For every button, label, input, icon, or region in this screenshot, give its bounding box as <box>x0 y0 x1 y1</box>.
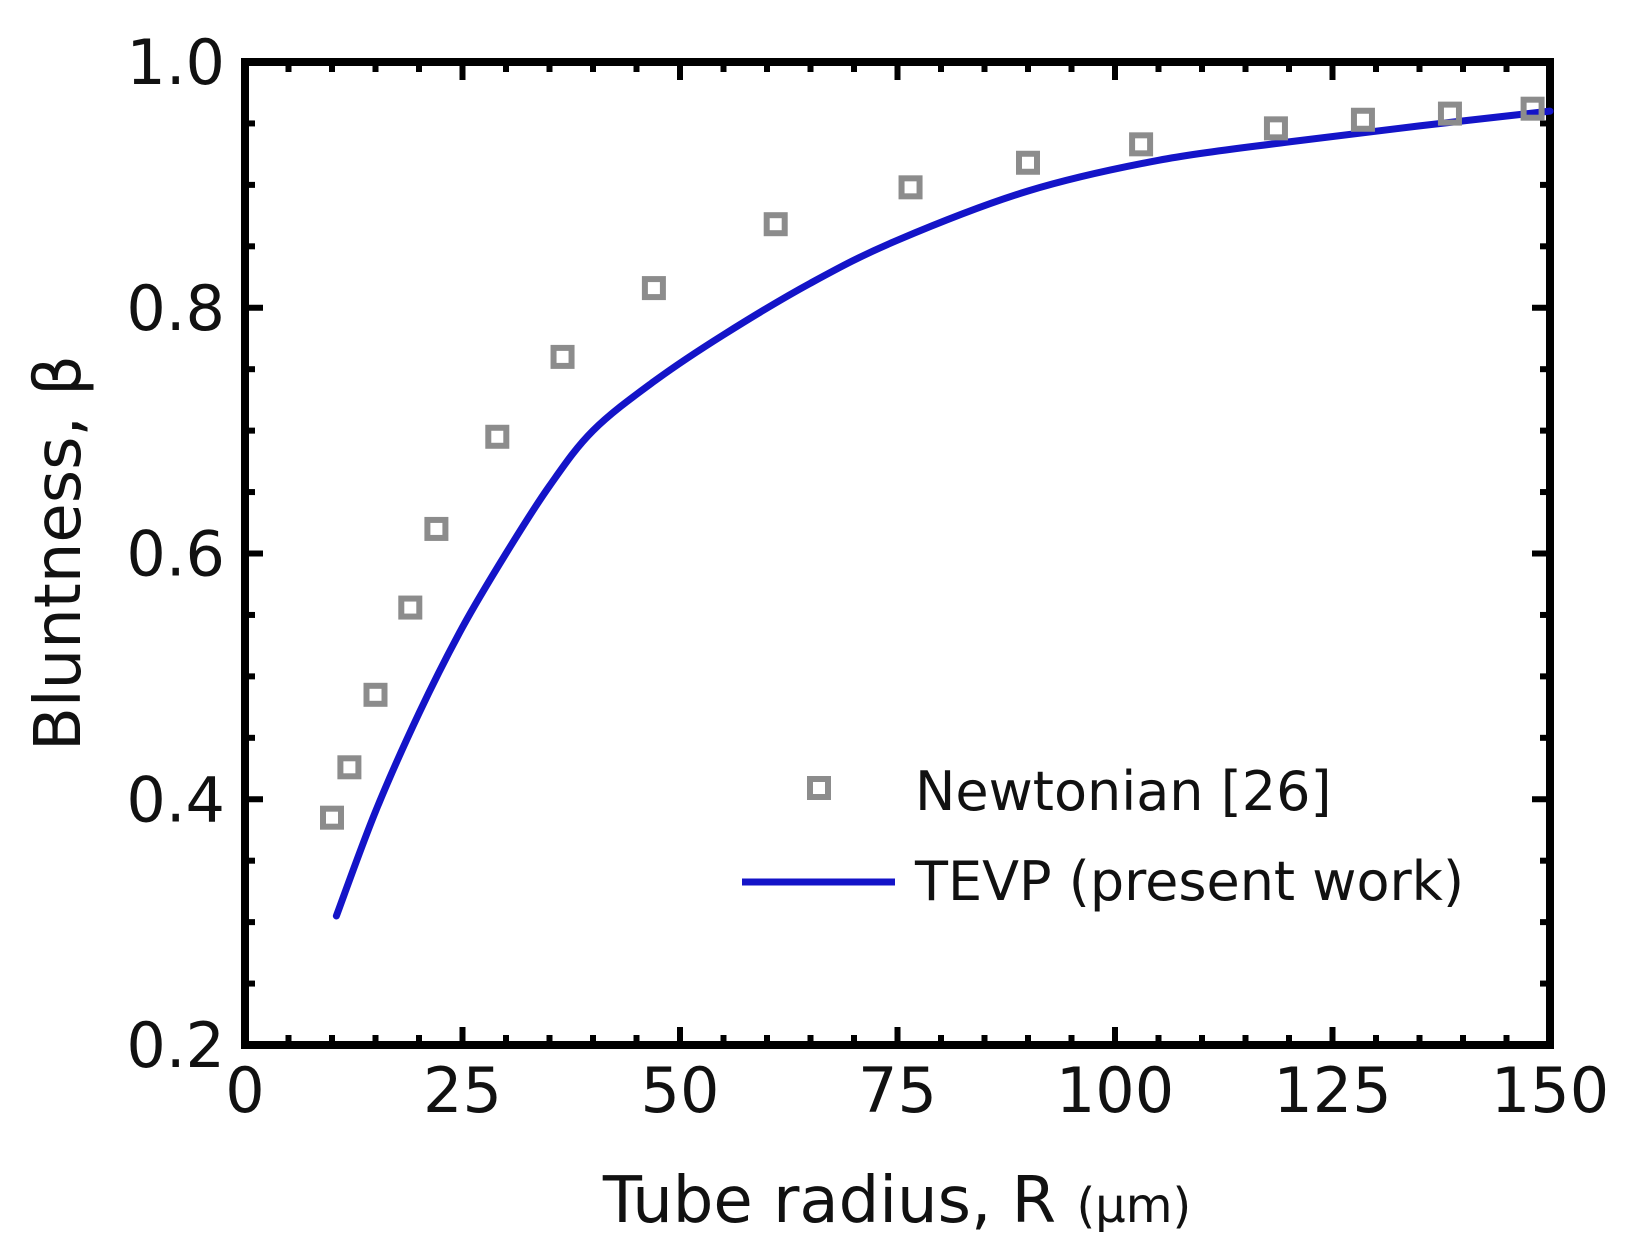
y-tick-labels: 0.2 0.4 0.6 0.8 1.0 <box>126 26 225 1082</box>
data-point-newtonian <box>641 276 666 301</box>
y-tick-label: 1.0 <box>126 26 225 99</box>
data-point-newtonian <box>424 516 449 541</box>
legend-label-tevp: TEVP (present work) <box>914 850 1464 913</box>
data-point-newtonian <box>1129 132 1154 157</box>
data-point-newtonian <box>763 212 788 237</box>
data-point-newtonian <box>898 175 923 200</box>
y-axis-title: Bluntness, β <box>22 355 96 751</box>
x-tick-label: 50 <box>641 1054 720 1127</box>
data-point-newtonian <box>1437 101 1462 126</box>
y-tick-label: 0.8 <box>126 272 225 345</box>
data-point-newtonian <box>398 595 423 620</box>
x-axis-unit: (μm) <box>1076 1178 1191 1234</box>
data-point-newtonian <box>1520 96 1545 121</box>
y-tick-label: 0.4 <box>126 763 225 836</box>
series-line-tevp <box>332 107 1554 920</box>
x-tick-label: 75 <box>858 1054 937 1127</box>
y-tick-label: 0.2 <box>126 1009 225 1082</box>
data-point-newtonian <box>1350 107 1375 132</box>
series-layer <box>320 96 1554 920</box>
legend: Newtonian [26] TEVP (present work) <box>742 760 1464 913</box>
data-point-newtonian <box>1263 116 1288 141</box>
x-tick-labels: 0 25 50 75 100 125 150 <box>225 1054 1609 1127</box>
y-tick-label: 0.6 <box>126 518 225 591</box>
x-axis-title: Tube radius, R (μm) <box>602 1164 1191 1238</box>
x-tick-label: 25 <box>423 1054 502 1127</box>
legend-marker-newtonian <box>807 776 831 800</box>
x-tick-label: 150 <box>1491 1054 1609 1127</box>
data-point-newtonian <box>550 344 575 369</box>
x-axis-label: Tube radius, R <box>602 1164 1056 1238</box>
data-point-newtonian <box>485 424 510 449</box>
x-tick-label: 100 <box>1056 1054 1174 1127</box>
data-point-newtonian <box>320 805 344 830</box>
x-tick-label: 125 <box>1273 1054 1391 1127</box>
data-point-newtonian <box>363 682 388 707</box>
data-point-newtonian <box>1016 150 1040 175</box>
data-point-newtonian <box>337 755 362 780</box>
x-tick-label: 0 <box>225 1054 264 1127</box>
legend-label-newtonian: Newtonian [26] <box>915 760 1332 823</box>
tick-marks <box>242 59 1553 1048</box>
